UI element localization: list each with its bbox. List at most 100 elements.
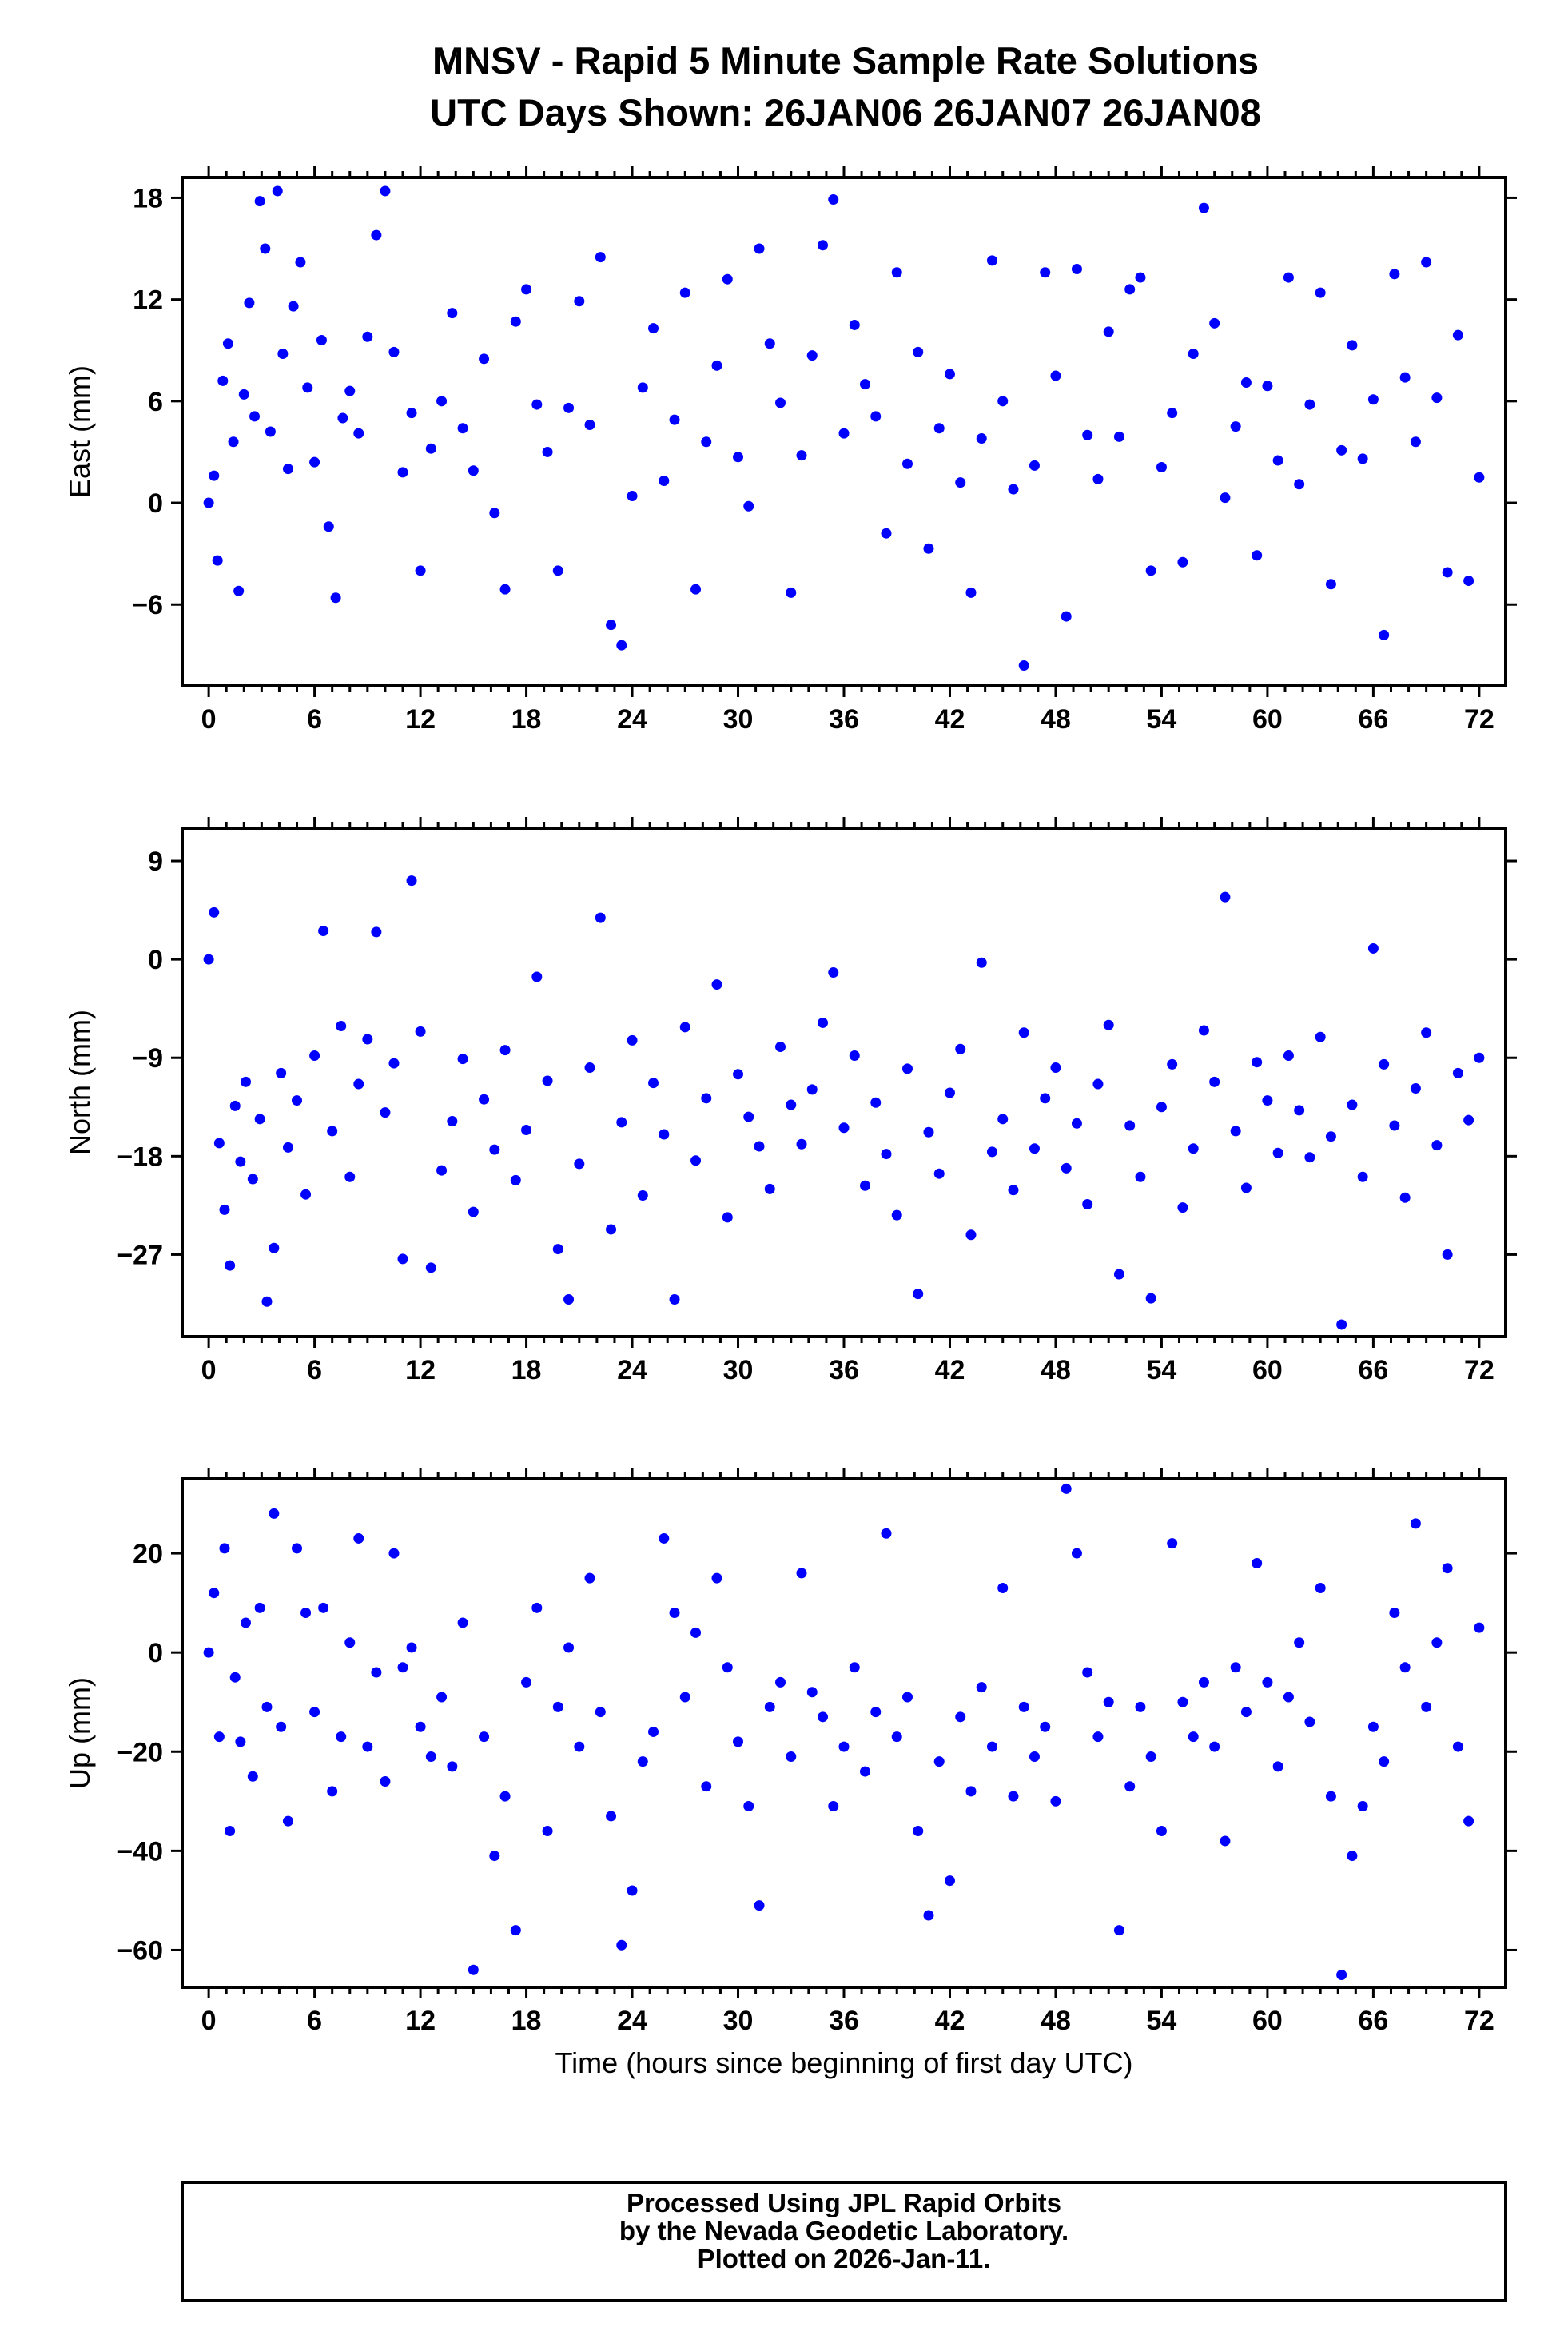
data-point [616, 640, 627, 651]
x-tick-label: 72 [1464, 1355, 1494, 1385]
data-point [701, 1093, 712, 1104]
data-point [606, 1811, 617, 1822]
data-point [1145, 565, 1156, 576]
data-point [913, 1289, 924, 1300]
data-point [542, 1075, 553, 1086]
data-point [754, 1900, 765, 1911]
data-point [584, 1572, 595, 1584]
data-points [203, 185, 1485, 671]
data-point [1198, 1676, 1209, 1688]
data-point [318, 1602, 329, 1613]
data-point [1156, 1826, 1167, 1837]
data-point [323, 521, 334, 532]
data-point [574, 296, 585, 307]
data-point [415, 1026, 426, 1037]
data-point [1040, 1721, 1051, 1732]
data-point [1008, 484, 1019, 495]
data-point [563, 1293, 575, 1305]
data-point [269, 1508, 280, 1519]
data-point [1145, 1751, 1156, 1762]
x-tick-label: 36 [829, 1355, 859, 1385]
data-point [1283, 1050, 1294, 1061]
data-point [828, 194, 839, 205]
data-point [265, 426, 276, 437]
data-point [891, 267, 902, 278]
data-point [1240, 1707, 1252, 1718]
data-point [584, 420, 595, 431]
y-tick-label: −6 [132, 590, 163, 620]
data-point [859, 1180, 870, 1191]
data-point [1008, 1791, 1019, 1802]
data-point [870, 1707, 882, 1718]
data-point [1209, 317, 1220, 329]
data-point [1347, 340, 1358, 351]
data-point [468, 1964, 479, 1975]
data-point [1442, 1249, 1453, 1260]
data-point [764, 1183, 775, 1194]
data-point [1389, 269, 1400, 280]
data-point [1421, 1701, 1432, 1712]
data-point [1379, 1058, 1390, 1070]
data-point [1040, 267, 1051, 278]
data-point [1113, 431, 1124, 442]
data-point [584, 1062, 595, 1074]
data-point [659, 1532, 670, 1544]
data-point [595, 1707, 606, 1718]
data-point [397, 467, 408, 478]
data-point [327, 1126, 338, 1137]
data-point [247, 1174, 258, 1185]
data-point [859, 379, 870, 390]
data-point [1230, 1126, 1241, 1137]
data-point [754, 1141, 765, 1152]
data-point [775, 397, 786, 408]
x-tick-label: 60 [1252, 704, 1283, 735]
data-point [330, 592, 341, 604]
data-point [1092, 1078, 1104, 1090]
data-point [986, 1146, 997, 1158]
data-point [1399, 372, 1411, 383]
data-point [1061, 1483, 1072, 1494]
data-point [447, 1761, 458, 1772]
data-point [249, 411, 261, 422]
data-point [1283, 272, 1294, 283]
data-point [318, 926, 329, 937]
data-point [353, 1078, 364, 1090]
data-point [690, 584, 702, 595]
y-tick-label: 18 [133, 183, 163, 213]
data-point [637, 1756, 648, 1767]
data-point [1304, 1716, 1315, 1727]
data-point [944, 1087, 955, 1098]
data-point [552, 1701, 563, 1712]
x-tick-label: 72 [1464, 704, 1494, 735]
data-point [552, 565, 563, 576]
y-tick-label: 0 [148, 488, 163, 519]
data-point [1283, 1692, 1294, 1703]
data-point [923, 543, 934, 554]
data-point [406, 1642, 417, 1653]
data-point [240, 1076, 251, 1087]
data-point [1198, 202, 1209, 213]
data-point [1410, 436, 1421, 448]
data-point [1262, 1095, 1273, 1106]
data-point [1431, 1637, 1443, 1648]
data-point [648, 1078, 659, 1089]
data-point [1071, 1118, 1082, 1129]
x-tick-label: 42 [935, 704, 965, 735]
data-point [531, 971, 543, 982]
data-point [489, 508, 500, 519]
data-point [1463, 1815, 1474, 1827]
data-point [1220, 492, 1231, 504]
data-point [1029, 1143, 1040, 1154]
x-tick-label: 48 [1041, 1355, 1071, 1385]
data-point [371, 926, 382, 938]
data-point [1452, 1741, 1463, 1752]
data-point [1177, 1202, 1188, 1213]
x-tick-label: 54 [1147, 2006, 1177, 2036]
y-tick-label: 6 [148, 387, 163, 417]
data-point [849, 1662, 860, 1673]
data-point [479, 1731, 490, 1743]
data-point [976, 957, 987, 968]
data-point [1018, 1701, 1029, 1712]
data-point [406, 408, 417, 419]
